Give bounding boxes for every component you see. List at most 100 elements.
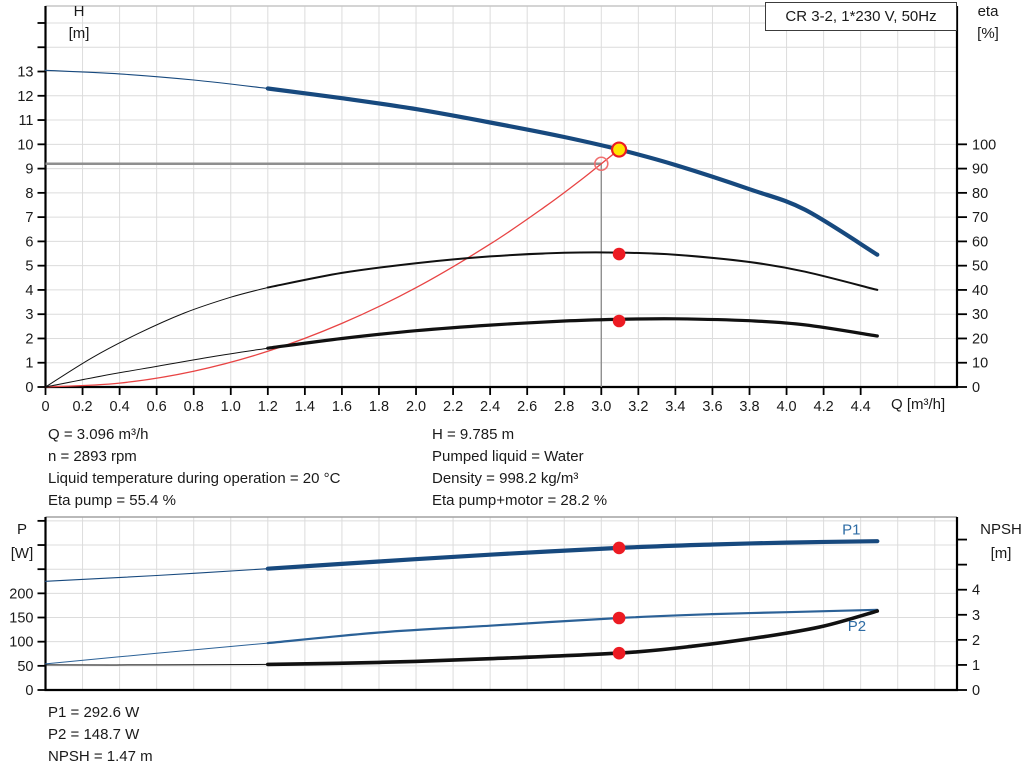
series-P2-lead	[45, 642, 269, 665]
x-tick-label: 0.8	[184, 399, 204, 415]
x-axis-title: Q [m³/h]	[891, 396, 945, 413]
series-eta-pump	[266, 251, 879, 291]
liquid-temperature-value: Liquid temperature during operation = 20…	[48, 470, 341, 487]
x-tick-label: 2.8	[554, 399, 574, 415]
x-tick-label: 4.0	[776, 399, 796, 415]
x-tick-label: 2.0	[406, 399, 426, 415]
pump-title-box: CR 3-2, 1*230 V, 50Hz	[765, 2, 957, 31]
right-axis-unit: [m]	[991, 545, 1012, 562]
x-tick-label: 2.2	[443, 399, 463, 415]
left-tick-label: 6	[25, 234, 33, 250]
x-tick-label: 2.4	[480, 399, 500, 415]
series-label-P1: P1	[842, 521, 860, 538]
x-tick-label: 1.4	[295, 399, 315, 415]
left-tick-label: 3	[25, 307, 33, 323]
right-tick-label: 4	[972, 583, 980, 599]
series-eta-pump-motor-lead	[45, 347, 269, 388]
left-tick-label: 12	[17, 89, 33, 105]
series-label-P2: P2	[848, 618, 866, 635]
right-tick-label: 50	[972, 259, 988, 275]
right-tick-label: 100	[972, 137, 996, 153]
right-tick-label: 3	[972, 608, 980, 624]
npsh-operating-point	[612, 646, 626, 660]
left-tick-label: 13	[17, 65, 33, 81]
requested-duty-point	[593, 156, 609, 172]
gridlines	[45, 517, 957, 690]
left-tick-label: 4	[25, 283, 33, 299]
left-tick-label: 150	[9, 611, 33, 627]
right-tick-label: 40	[972, 283, 988, 299]
right-tick-label: 80	[972, 186, 988, 202]
series-eta-pump-motor	[266, 317, 879, 350]
p2-value: P2 = 148.7 W	[48, 726, 140, 743]
left-tick-label: 5	[25, 259, 33, 275]
x-tick-label: 1.6	[332, 399, 352, 415]
series-eta-pump-lead	[45, 287, 269, 388]
operating-data-right: H = 9.785 m Pumped liquid = Water Densit…	[432, 424, 607, 512]
eta-pump-motor-operating-point	[612, 314, 626, 328]
left-axis-unit: [W]	[11, 545, 34, 562]
left-axis-unit: [m]	[69, 25, 90, 42]
pump-title: CR 3-2, 1*230 V, 50Hz	[785, 8, 937, 25]
left-axis-title: P	[17, 521, 27, 538]
left-tick-label: 8	[25, 186, 33, 202]
x-tick-label: 0.2	[72, 399, 92, 415]
p1-operating-point	[612, 541, 626, 555]
x-tick-label: 1.8	[369, 399, 389, 415]
left-axis-title: H	[74, 3, 85, 20]
x-tick-label: 4.4	[851, 399, 871, 415]
power-npsh-chart: 0 50 100 150 200 0 1 2 3 4 P [W] NPSH [m] P2 P1	[9, 516, 1022, 699]
x-tick-label: 3.2	[628, 399, 648, 415]
x-tick-label: 2.6	[517, 399, 537, 415]
right-tick-label: 90	[972, 162, 988, 178]
x-tick-label: 3.4	[665, 399, 685, 415]
left-tick-label: 11	[18, 113, 33, 129]
x-tick-label: 1.0	[221, 399, 241, 415]
density-value: Density = 998.2 kg/m³	[432, 470, 579, 487]
series-P1-lead	[44, 568, 269, 582]
left-tick-label: 10	[17, 137, 33, 153]
series-NPSH	[266, 609, 880, 667]
left-tick-label: 0	[25, 683, 33, 699]
series-system-curve-lead	[44, 148, 620, 388]
right-axis-title: eta	[978, 3, 1000, 20]
series-P2	[266, 608, 879, 645]
x-tick-label: 3.6	[702, 399, 722, 415]
pumped-liquid-value: Pumped liquid = Water	[432, 448, 584, 465]
left-tick-label: 9	[25, 162, 33, 178]
left-tick-label: 1	[25, 356, 33, 372]
actual-duty-point	[610, 141, 628, 158]
left-tick-label: 100	[9, 635, 33, 651]
right-tick-label: 0	[972, 683, 980, 699]
x-tick-label: 3.8	[739, 399, 759, 415]
series-pump-curve-qh	[265, 86, 880, 257]
operating-data-left: Q = 3.096 m³/h n = 2893 rpm Liquid tempe…	[48, 424, 340, 512]
flow-value: Q = 3.096 m³/h	[48, 426, 149, 443]
right-tick-label: 20	[972, 331, 988, 347]
npsh-value: NPSH = 1.47 m	[48, 748, 153, 765]
power-data: P1 = 292.6 W P2 = 148.7 W NPSH = 1.47 m	[48, 702, 153, 768]
eta-pump-motor-value: Eta pump+motor = 28.2 %	[432, 492, 608, 509]
right-tick-label: 30	[972, 307, 988, 323]
left-tick-label: 0	[25, 380, 33, 396]
eta-pump-value: Eta pump = 55.4 %	[48, 492, 176, 509]
left-tick-label: 200	[9, 586, 33, 602]
x-tick-label: 0	[41, 399, 49, 415]
right-axis-title: NPSH	[980, 521, 1022, 538]
x-tick-label: 1.2	[258, 399, 278, 415]
left-tick-label: 2	[25, 331, 33, 347]
x-tick-label: 0.4	[110, 399, 130, 415]
x-tick-label: 4.2	[814, 399, 834, 415]
right-tick-label: 10	[972, 356, 988, 372]
left-tick-label: 7	[25, 210, 33, 226]
p1-value: P1 = 292.6 W	[48, 704, 140, 721]
x-tick-label: 0.6	[147, 399, 167, 415]
speed-value: n = 2893 rpm	[48, 448, 137, 465]
gridlines	[45, 6, 957, 387]
right-tick-label: 2	[972, 633, 980, 649]
right-tick-label: 1	[972, 658, 980, 674]
series-pump-curve-qh-lead	[44, 69, 269, 90]
left-tick-label: 50	[17, 659, 33, 675]
head-value: H = 9.785 m	[432, 426, 515, 443]
